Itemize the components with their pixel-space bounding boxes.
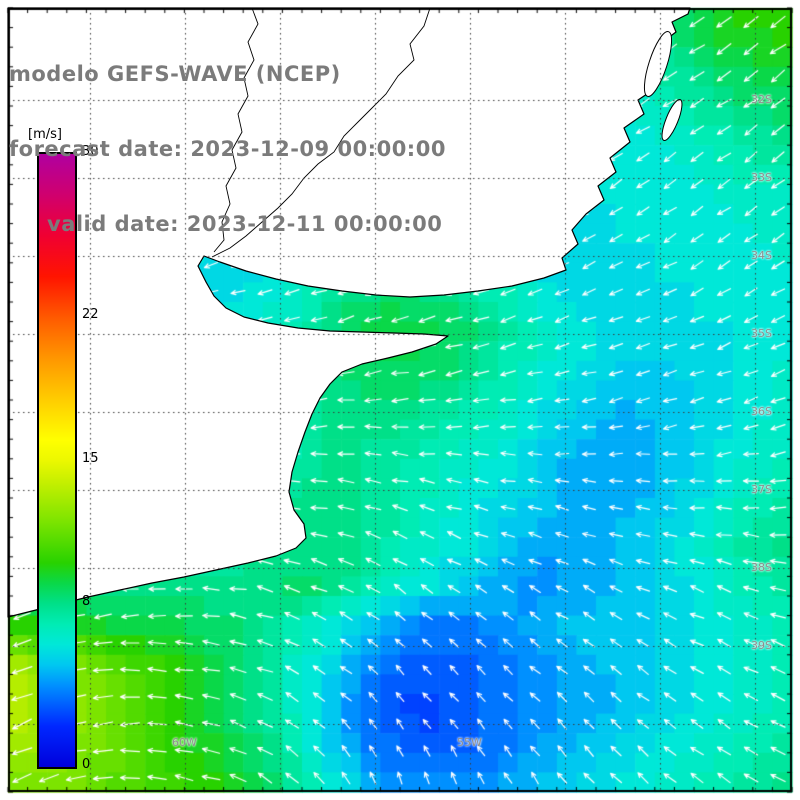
colorbar-tick-label: 8 (82, 593, 91, 609)
valid-date-label: valid date: 2023-12-11 00:00:00 (47, 212, 443, 236)
colorbar-tick-label: 30 (82, 144, 99, 159)
latitude-label: 32S (751, 93, 772, 106)
title-block: modelo GEFS-WAVE (NCEP) forecast date: 2… (9, 12, 446, 287)
latitude-label: 38S (751, 561, 772, 574)
model-title: modelo GEFS-WAVE (NCEP) (9, 62, 341, 86)
latitude-label: 36S (751, 405, 772, 418)
colorbar-tick-label: 15 (82, 450, 99, 466)
latitude-label: 35S (751, 327, 772, 340)
colorbar-tick-label: 0 (82, 757, 91, 772)
latitude-label: 37S (751, 483, 772, 496)
colorbar (37, 152, 77, 769)
colorbar-unit-label: [m/s] (28, 127, 62, 142)
forecast-date-label: forecast date: 2023-12-09 00:00:00 (9, 137, 446, 161)
longitude-label: 60W (172, 736, 197, 749)
latitude-label: 39S (751, 639, 772, 652)
latitude-label: 34S (751, 249, 772, 262)
colorbar-tick-label: 22 (82, 307, 99, 323)
longitude-label: 55W (457, 736, 482, 749)
latitude-label: 33S (751, 171, 772, 184)
